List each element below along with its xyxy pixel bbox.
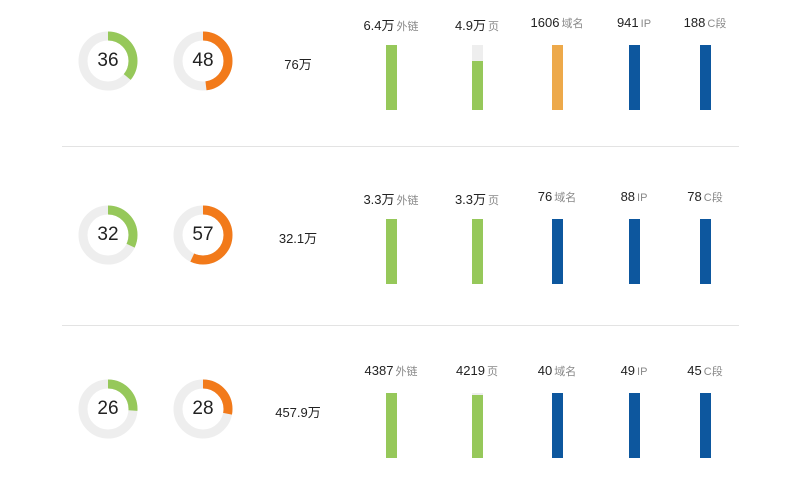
- metric-unit: C段: [703, 366, 723, 378]
- metric-pages: 4.9万页: [442, 15, 512, 110]
- score-value: 48: [192, 50, 214, 71]
- metric-unit: IP: [637, 366, 648, 378]
- metric-value: 40: [537, 363, 553, 378]
- metric-outlinks: 4387 外链: [356, 363, 426, 458]
- row-divider: [62, 146, 739, 147]
- metric-domains: 40 域名: [522, 363, 592, 458]
- metric-bar-fill: [552, 219, 563, 284]
- metric-unit: IP: [640, 18, 652, 30]
- metric-bar: [386, 393, 397, 458]
- metric-domains: 76 域名: [522, 189, 592, 284]
- score-ring-green: 32: [78, 205, 138, 265]
- metric-unit: 页: [488, 195, 500, 207]
- score-value: 57: [192, 224, 214, 245]
- metric-bar-fill: [629, 45, 640, 110]
- metric-unit: 页: [488, 21, 500, 33]
- metric-value: 3.3万: [363, 192, 395, 207]
- score-ring-orange: 57: [173, 205, 233, 265]
- metric-value: 45: [687, 363, 702, 378]
- score-value: 32: [97, 224, 119, 245]
- metric-unit: IP: [637, 192, 648, 204]
- metric-unit: 外链: [395, 366, 418, 378]
- metric-bar-fill: [386, 393, 397, 458]
- metric-bar-fill: [386, 219, 397, 284]
- metric-value: 4219: [456, 363, 485, 378]
- metric-value: 88: [620, 189, 636, 204]
- metric-c-segment: 78 C段: [670, 189, 740, 284]
- metric-bar: [552, 45, 563, 110]
- score-ring-orange: 28: [173, 379, 233, 439]
- metric-unit: C段: [707, 18, 727, 30]
- metric-ip: 88 IP: [599, 189, 669, 284]
- metric-bar-fill: [472, 394, 483, 458]
- metric-bar-fill: [700, 219, 711, 284]
- metric-value: 188: [683, 15, 706, 30]
- metric-outlinks: 3.3万 外链: [356, 189, 426, 284]
- metric-bar: [386, 219, 397, 284]
- stats-row: 26 28 457.9万 4387 外链 4219 页 40 域名 49 IP 45 C段: [0, 352, 800, 502]
- metric-c-segment: 188 C段: [670, 15, 740, 110]
- score-ring-orange: 48: [173, 31, 233, 91]
- metric-unit: 域名: [554, 366, 577, 378]
- metric-bar-fill: [629, 219, 640, 284]
- metric-value: 49: [620, 363, 636, 378]
- metric-bar: [700, 219, 711, 284]
- metric-bar: [629, 393, 640, 458]
- metric-c-segment: 45 C段: [670, 363, 740, 458]
- total-count: 76万: [284, 57, 312, 72]
- metric-pages: 3.3万页: [442, 189, 512, 284]
- metric-unit: 外链: [396, 21, 419, 33]
- stats-row: 36 48 76万 6.4万 外链 4.9万页 1606 域名 941 IP 188 C…: [0, 0, 800, 150]
- metric-value: 76: [537, 189, 553, 204]
- score-ring-green: 36: [78, 31, 138, 91]
- metric-bar-fill: [472, 219, 483, 284]
- metric-domains: 1606 域名: [522, 15, 592, 110]
- score-value: 26: [97, 398, 119, 419]
- metric-bar: [629, 219, 640, 284]
- metric-bar: [472, 393, 483, 458]
- metric-unit: 页: [486, 366, 498, 378]
- metric-bar-fill: [386, 45, 397, 110]
- row-divider: [62, 325, 739, 326]
- metric-value: 1606: [530, 15, 560, 30]
- metric-value: 3.3万: [454, 192, 487, 207]
- metric-bar-fill: [700, 45, 711, 110]
- metric-bar: [472, 45, 483, 110]
- metric-bar: [552, 393, 563, 458]
- metric-bar: [629, 45, 640, 110]
- metric-bar: [700, 45, 711, 110]
- metric-ip: 941 IP: [599, 15, 669, 110]
- metric-bar: [386, 45, 397, 110]
- metric-value: 941: [616, 15, 639, 30]
- metric-bar: [700, 393, 711, 458]
- metric-unit: 域名: [561, 18, 584, 30]
- metric-value: 4387: [364, 363, 394, 378]
- metric-unit: 域名: [554, 192, 577, 204]
- metric-bar-fill: [472, 61, 483, 110]
- metric-unit: 外链: [396, 195, 419, 207]
- metric-value: 4.9万: [454, 18, 487, 33]
- metric-bar-fill: [552, 45, 563, 110]
- metric-pages: 4219 页: [442, 363, 512, 458]
- metric-value: 78: [687, 189, 702, 204]
- total-count: 32.1万: [278, 231, 318, 246]
- score-value: 28: [192, 398, 214, 419]
- metric-outlinks: 6.4万 外链: [356, 15, 426, 110]
- score-value: 36: [97, 50, 119, 71]
- metric-bar-fill: [700, 393, 711, 458]
- metric-bar: [552, 219, 563, 284]
- metric-ip: 49 IP: [599, 363, 669, 458]
- metric-bar-fill: [552, 393, 563, 458]
- total-count: 457.9万: [275, 405, 321, 420]
- stats-row: 32 57 32.1万 3.3万 外链 3.3万页 76 域名 88 IP 78 C段: [0, 177, 800, 327]
- metric-value: 6.4万: [363, 18, 395, 33]
- metric-bar-fill: [629, 393, 640, 458]
- metric-unit: C段: [703, 192, 723, 204]
- metric-bar: [472, 219, 483, 284]
- score-ring-green: 26: [78, 379, 138, 439]
